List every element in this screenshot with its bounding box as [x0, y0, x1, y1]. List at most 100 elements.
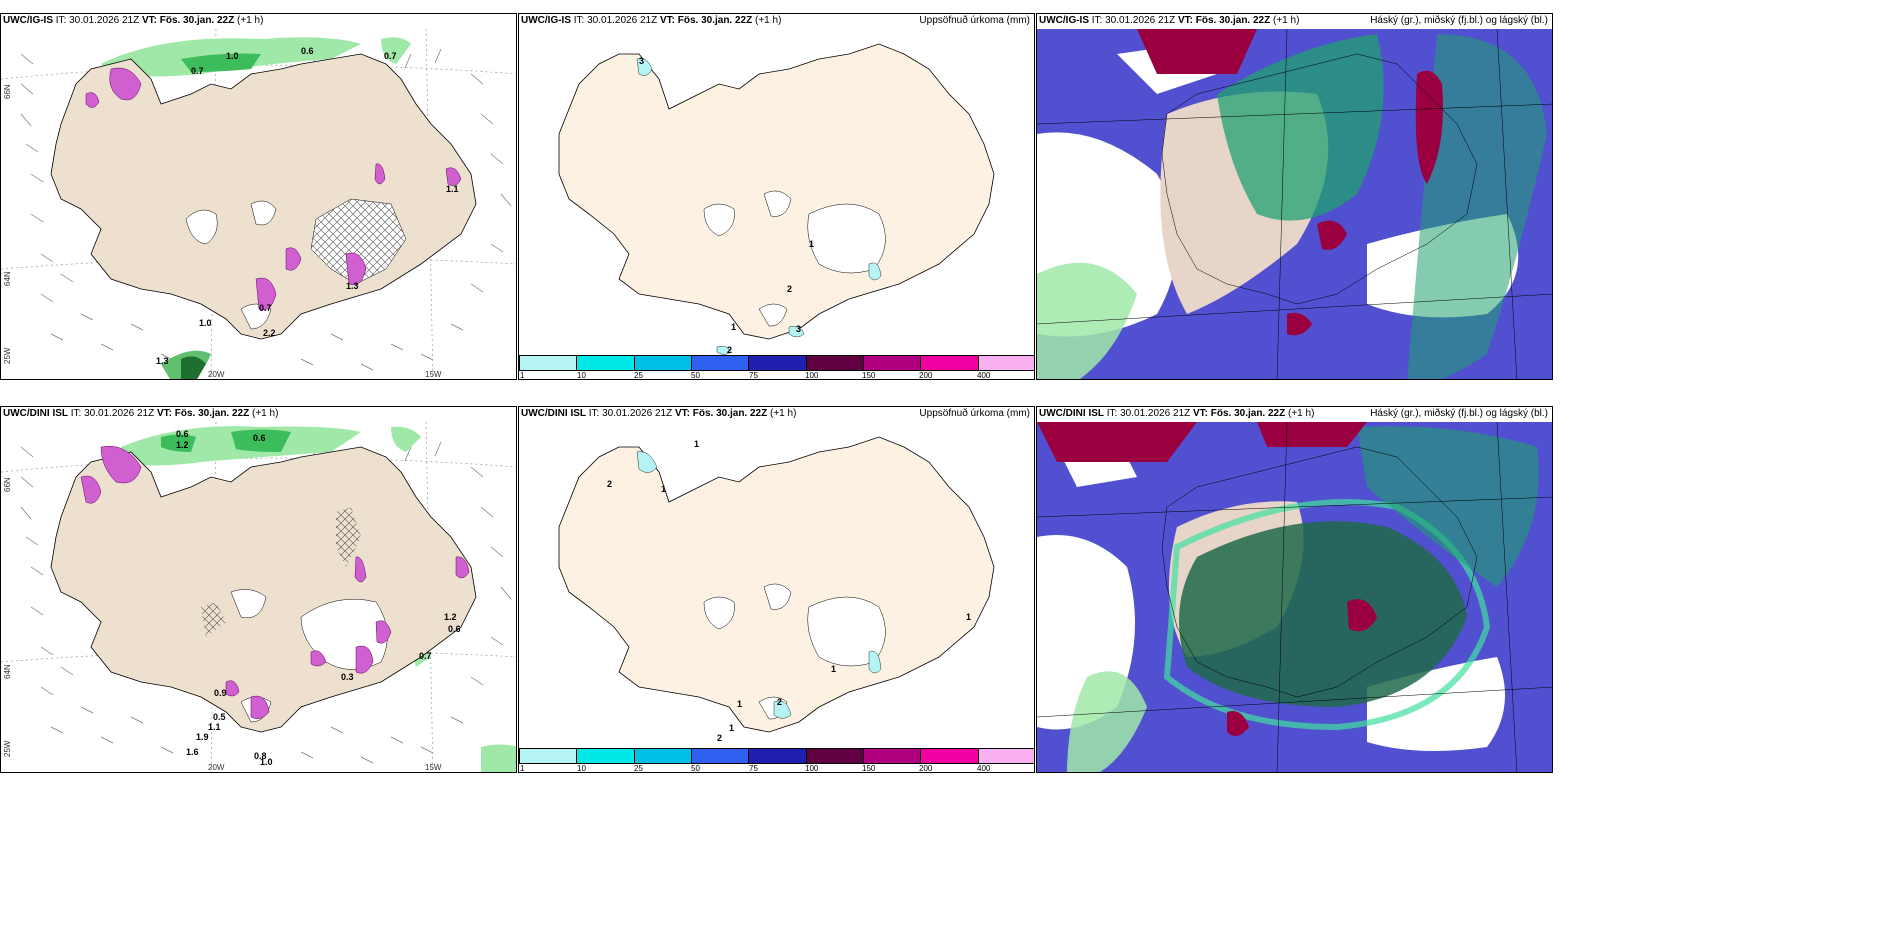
svg-text:1: 1: [831, 664, 836, 674]
panel-title: UWC/DINI ISL IT: 30.01.2026 21Z VT: Fös.…: [3, 408, 279, 419]
svg-text:0.6: 0.6: [176, 429, 189, 439]
precip-map-svg: 1 2 1 1 2 1 1 1 2: [558, 436, 995, 743]
svg-text:1.1: 1.1: [446, 184, 459, 194]
precip-title: Uppsöfnuð úrkoma (mm): [919, 15, 1030, 26]
precip-panel-dini: UWC/DINI ISL IT: 30.01.2026 21Z VT: Fös.…: [518, 406, 1035, 773]
colorbar-tick: 100: [805, 371, 819, 380]
precip-labels: 3 1 2 3 1 2: [639, 56, 814, 355]
panel-title: UWC/DINI ISL IT: 30.01.2026 21Z VT: Fös.…: [1039, 408, 1315, 419]
colorbar-tick: 200: [919, 764, 933, 773]
svg-text:1.0: 1.0: [226, 51, 239, 61]
colorbar-swatch: [863, 749, 922, 763]
precip-colorbar: [519, 748, 1034, 764]
svg-text:0.6: 0.6: [301, 46, 314, 56]
precip-title: Uppsöfnuð úrkoma (mm): [919, 408, 1030, 419]
wind-map-svg: 0.7 1.0 0.6 0.7 0.7 1.0 1.3 2.2 1.1 1.3: [1, 14, 516, 379]
colorbar-tick: 50: [691, 371, 700, 380]
colorbar-swatch: [863, 356, 922, 370]
svg-text:1.3: 1.3: [346, 281, 359, 291]
svg-text:1.1: 1.1: [208, 722, 221, 732]
panel-title: UWC/IG-IS IT: 30.01.2026 21Z VT: Fös. 30…: [521, 15, 782, 26]
lat-label-25w: 25W: [3, 347, 12, 364]
wind-speed-labels: 0.6 1.2 0.6 1.2 0.6 0.7 0.9 0.5 1.1 1.9 …: [176, 429, 461, 767]
precip-areas: [636, 58, 882, 355]
lon-label-20w: 20W: [208, 370, 225, 379]
svg-text:1.0: 1.0: [260, 757, 273, 767]
svg-text:1: 1: [809, 239, 814, 249]
svg-text:1.3: 1.3: [156, 356, 169, 366]
cloud-title: Háský (gr.), miðský (fj.bl.) og lágský (…: [1370, 408, 1548, 419]
colorbar-tick: 50: [691, 764, 700, 773]
colorbar-tick: 150: [862, 371, 876, 380]
colorbar-tick: 25: [634, 764, 643, 773]
colorbar-swatch: [921, 749, 979, 763]
panel-title: UWC/IG-IS IT: 30.01.2026 21Z VT: Fös. 30…: [3, 15, 264, 26]
colorbar-swatch: [520, 749, 578, 763]
colorbar-tick: 400: [977, 371, 991, 380]
colorbar-swatch: [634, 356, 692, 370]
colorbar-swatch: [520, 356, 578, 370]
colorbar-tick: 25: [634, 371, 643, 380]
colorbar-swatch: [577, 356, 635, 370]
svg-text:2: 2: [727, 345, 732, 355]
precip-map-svg: 3 1 2 3 1 2: [558, 43, 995, 355]
lat-label-25w: 25W: [3, 740, 12, 757]
lat-label-64n: 64N: [3, 271, 12, 286]
colorbar-swatch: [806, 749, 864, 763]
iceland-land: [558, 43, 995, 340]
lat-label-64n: 64N: [3, 664, 12, 679]
lon-label-15w: 15W: [425, 763, 442, 772]
magenta-precip-areas: [85, 67, 462, 311]
cloud-panel-igis: UWC/IG-IS IT: 30.01.2026 21Z VT: Fös. 30…: [1036, 13, 1553, 380]
lat-label-66n: 66N: [3, 84, 12, 99]
iceland-land: [50, 53, 477, 340]
colorbar-tick: 1: [520, 764, 525, 773]
colorbar-tick: 75: [749, 764, 758, 773]
lon-label-20w: 20W: [208, 763, 225, 772]
precip-labels: 1 2 1 1 2 1 1 1 2: [607, 439, 971, 743]
green-precip-areas: [121, 426, 516, 772]
wind-map-svg: 0.6 1.2 0.6 1.2 0.6 0.7 0.9 0.5 1.1 1.9 …: [1, 407, 516, 772]
svg-text:1: 1: [737, 699, 742, 709]
colorbar-tick: 100: [805, 764, 819, 773]
svg-text:1: 1: [729, 723, 734, 733]
iceland-land: [558, 436, 995, 733]
svg-text:2: 2: [607, 479, 612, 489]
svg-text:2.2: 2.2: [263, 328, 276, 338]
cloud-title: Háský (gr.), miðský (fj.bl.) og lágský (…: [1370, 15, 1548, 26]
svg-text:1: 1: [966, 612, 971, 622]
precip-colorbar: [519, 355, 1034, 371]
svg-text:0.5: 0.5: [213, 712, 226, 722]
colorbar-swatch: [978, 356, 1034, 370]
svg-text:0.8: 0.8: [254, 751, 267, 761]
colorbar-tick: 400: [977, 764, 991, 773]
svg-text:1.2: 1.2: [444, 612, 457, 622]
svg-text:0.6: 0.6: [253, 433, 266, 443]
svg-text:1.9: 1.9: [196, 732, 209, 742]
colorbar-swatch: [921, 356, 979, 370]
colorbar-tick: 150: [862, 764, 876, 773]
lat-label-66n: 66N: [3, 477, 12, 492]
colorbar-swatch: [691, 356, 750, 370]
wind-precip-panel-dini: UWC/DINI ISL IT: 30.01.2026 21Z VT: Fös.…: [0, 406, 517, 773]
svg-text:0.9: 0.9: [214, 688, 227, 698]
magenta-precip-areas: [80, 445, 470, 719]
svg-text:2: 2: [777, 697, 782, 707]
svg-text:0.7: 0.7: [384, 51, 397, 61]
colorbar-tick: 10: [577, 764, 586, 773]
wind-speed-labels: 0.7 1.0 0.6 0.7 0.7 1.0 1.3 2.2 1.1 1.3: [156, 46, 459, 366]
colorbar-tick: 1: [520, 371, 525, 380]
colorbar-swatch: [749, 356, 807, 370]
svg-text:2: 2: [787, 284, 792, 294]
cloud-map-svg: [1037, 407, 1552, 772]
green-precip-areas: [101, 37, 411, 379]
colorbar-swatch: [634, 749, 692, 763]
lon-label-15w: 15W: [425, 370, 442, 379]
precip-panel-igis: UWC/IG-IS IT: 30.01.2026 21Z VT: Fös. 30…: [518, 13, 1035, 380]
svg-text:1.0: 1.0: [199, 318, 212, 328]
svg-text:1.2: 1.2: [176, 440, 189, 450]
panel-title: UWC/IG-IS IT: 30.01.2026 21Z VT: Fös. 30…: [1039, 15, 1300, 26]
colorbar-tick: 10: [577, 371, 586, 380]
panel-title: UWC/DINI ISL IT: 30.01.2026 21Z VT: Fös.…: [521, 408, 797, 419]
svg-text:1: 1: [731, 322, 736, 332]
